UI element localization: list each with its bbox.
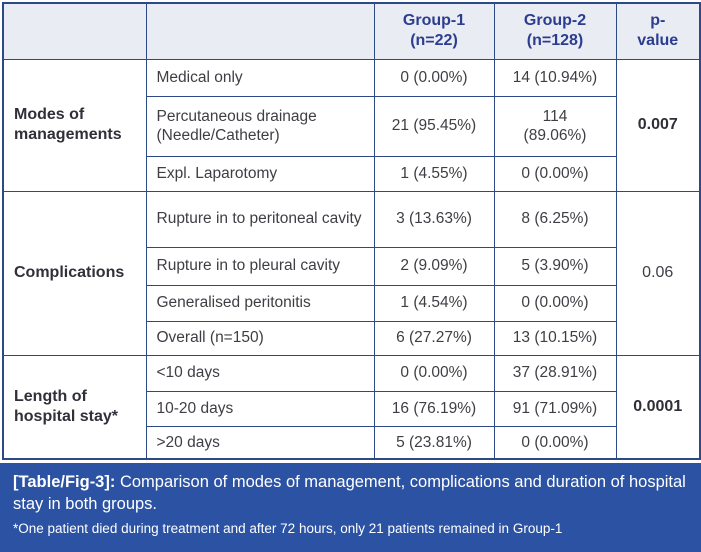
value-cell-g1: 6 (27.27%) (373, 320, 495, 356)
value-cell-g2: 114 (89.06%) (493, 95, 617, 157)
row-label: >20 days (145, 425, 375, 460)
value-cell-g2: 37 (28.91%) (493, 354, 617, 392)
table-row: Expl. Laparotomy 1 (4.55%) 0 (0.00%) (3, 155, 700, 192)
category-cell-modes: Modes of managements (2, 58, 147, 192)
value-cell-g2: 0 (0.00%) (493, 155, 617, 192)
value-cell-g2: 5 (3.90%) (493, 246, 617, 286)
table-header: Group-1 (n=22) Group-2 (n=128) p- value (2, 2, 701, 60)
value-cell-g2: 0 (0.00%) (493, 425, 617, 460)
value-cell-g2: 14 (10.94%) (493, 58, 617, 97)
table-row: Modes of managements Medical only 0 (0.0… (2, 58, 701, 192)
table-row: Length of hospital stay* <10 days 0 (0.0… (2, 354, 701, 460)
value-cell-g1: 21 (95.45%) (373, 95, 495, 157)
row-label: Generalised peritonitis (145, 284, 375, 322)
value-cell-g1: 1 (4.54%) (373, 284, 495, 322)
value-cell-g2: 91 (71.09%) (493, 390, 617, 427)
row-label: Percutaneous drainage (Needle/Catheter) (145, 95, 375, 157)
table-row: Generalised peritonitis 1 (4.54%) 0 (0.0… (3, 284, 700, 322)
value-cell-g1: 5 (23.81%) (373, 425, 495, 460)
p-value-cell-modes: 0.007 (615, 58, 701, 192)
row-label: 10-20 days (145, 390, 375, 427)
header-cell-group2: Group-2 (n=128) (493, 2, 617, 60)
value-cell-g2: 13 (10.15%) (493, 320, 617, 356)
header-cell-category (2, 2, 147, 60)
row-label: Rupture in to pleural cavity (145, 246, 375, 286)
category-cell-complications: Complications (2, 190, 147, 356)
value-cell-g1: 2 (9.09%) (373, 246, 495, 286)
category-cell-length-of-stay: Length of hospital stay* (2, 354, 147, 460)
value-cell-g1: 3 (13.63%) (373, 190, 495, 248)
header-cell-sublabel (145, 2, 375, 60)
figure-caption: [Table/Fig-3]: Comparison of modes of ma… (0, 463, 701, 552)
table-row: >20 days 5 (23.81%) 0 (0.00%) (3, 425, 700, 460)
value-cell-g1: 16 (76.19%) (373, 390, 495, 427)
p-value-cell-length-of-stay: 0.0001 (615, 354, 701, 460)
value-cell-g2: 0 (0.00%) (493, 284, 617, 322)
value-cell-g2: 8 (6.25%) (493, 190, 617, 248)
row-label: Rupture in to peritoneal cavity (145, 190, 375, 248)
comparison-table: Group-1 (n=22) Group-2 (n=128) p- value … (2, 2, 701, 460)
table-row: 10-20 days 16 (76.19%) 91 (71.09%) (3, 390, 700, 427)
row-label: Expl. Laparotomy (145, 155, 375, 192)
caption-text: Comparison of modes of management, compl… (13, 473, 686, 514)
p-value-cell-complications: 0.06 (615, 190, 701, 356)
value-cell-g1: 0 (0.00%) (373, 58, 495, 97)
caption-tag: [Table/Fig-3]: (13, 473, 116, 491)
value-cell-g1: 0 (0.00%) (373, 354, 495, 392)
table-row: Rupture in to pleural cavity 2 (9.09%) 5… (3, 246, 700, 286)
header-cell-group1: Group-1 (n=22) (373, 2, 495, 60)
comparison-table-wrap: Group-1 (n=22) Group-2 (n=128) p- value … (2, 2, 701, 460)
row-label: Overall (n=150) (145, 320, 375, 356)
table-row: Percutaneous drainage (Needle/Catheter) … (3, 95, 700, 157)
table-row: Complications Rupture in to peritoneal c… (2, 190, 701, 356)
value-cell-g1: 1 (4.55%) (373, 155, 495, 192)
section-modes-of-managements: Modes of managements Medical only 0 (0.0… (2, 58, 701, 192)
caption-line: [Table/Fig-3]: Comparison of modes of ma… (13, 471, 688, 516)
row-label: Medical only (145, 58, 375, 97)
header-row: Group-1 (n=22) Group-2 (n=128) p- value (2, 2, 701, 60)
caption-footnote: *One patient died during treatment and a… (13, 520, 563, 536)
section-complications: Complications Rupture in to peritoneal c… (2, 190, 701, 356)
row-label: <10 days (145, 354, 375, 392)
table-row: Overall (n=150) 6 (27.27%) 13 (10.15%) (3, 320, 700, 356)
header-cell-pvalue: p- value (615, 2, 701, 60)
section-length-of-stay: Length of hospital stay* <10 days 0 (0.0… (2, 354, 701, 460)
